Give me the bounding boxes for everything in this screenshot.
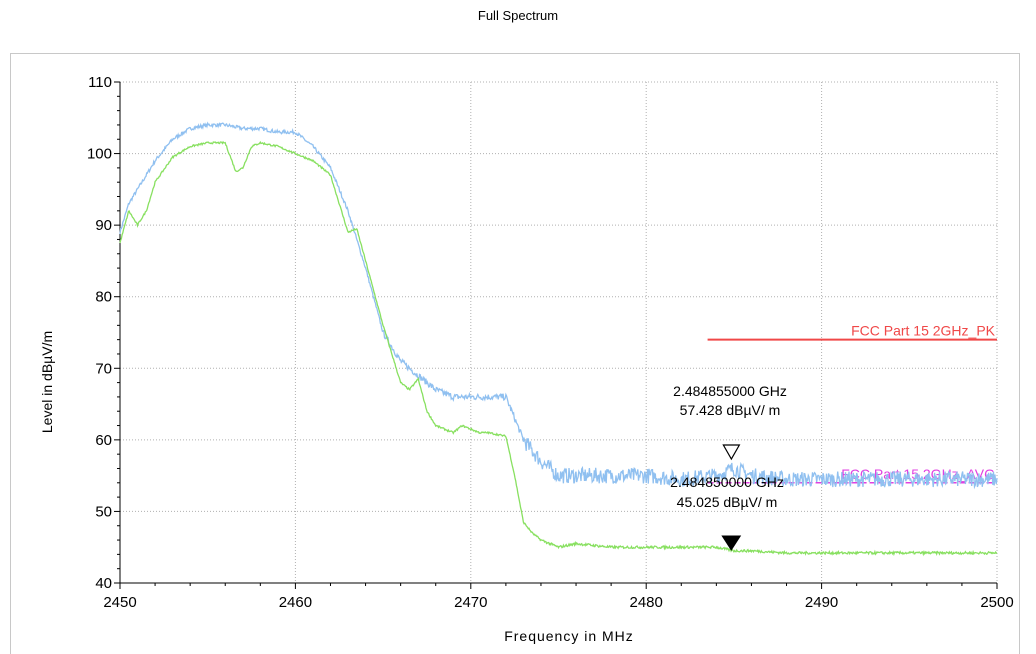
avg-marker-level: 45.025 dBµV/ m — [677, 494, 778, 510]
x-tick-label: 2490 — [805, 594, 838, 611]
series-lines — [119, 121, 998, 557]
y-tick-label: 110 — [88, 74, 112, 91]
x-tick-label: 2500 — [980, 594, 1013, 611]
chart-frame — [10, 53, 1020, 654]
y-tick-label: 90 — [95, 217, 112, 234]
peak-marker-icon — [722, 444, 741, 461]
avg-marker-frequency: 2.484850000 GHz — [670, 474, 784, 490]
x-tick-label: 2460 — [279, 594, 312, 611]
y-tick-label: 40 — [95, 575, 112, 592]
x-tick-label: 2470 — [454, 594, 487, 611]
x-tick-label: 2450 — [103, 594, 136, 611]
avg-marker-icon — [721, 535, 742, 551]
markers: 2.484855000 GHz 57.428 dBµV/ m 2.484850000… — [670, 383, 787, 551]
chart-title: Full Spectrum — [477, 8, 559, 23]
peak-trace — [119, 121, 998, 490]
y-tick-label: 60 — [95, 432, 112, 449]
average-trace — [119, 140, 998, 557]
y-tick-label: 50 — [95, 503, 112, 520]
y-axis-label: Level in dBµV/m — [39, 331, 55, 433]
x-axis-label: Frequency in MHz — [504, 628, 634, 644]
limit-label: FCC Part 15 2GHz_PK — [851, 323, 996, 339]
x-tick-label: 2480 — [630, 594, 663, 611]
y-tick-label: 100 — [87, 146, 112, 163]
peak-marker-level: 57.428 dBµV/ m — [680, 402, 781, 418]
tick-labels: 2450 2460 2470 2480 2490 2500 40 50 60 70 80 90 100 1… — [87, 74, 1014, 611]
y-tick-label: 80 — [95, 289, 112, 306]
peak-marker-frequency: 2.484855000 GHz — [673, 383, 787, 399]
axes — [114, 81, 998, 589]
y-tick-label: 70 — [95, 360, 112, 377]
